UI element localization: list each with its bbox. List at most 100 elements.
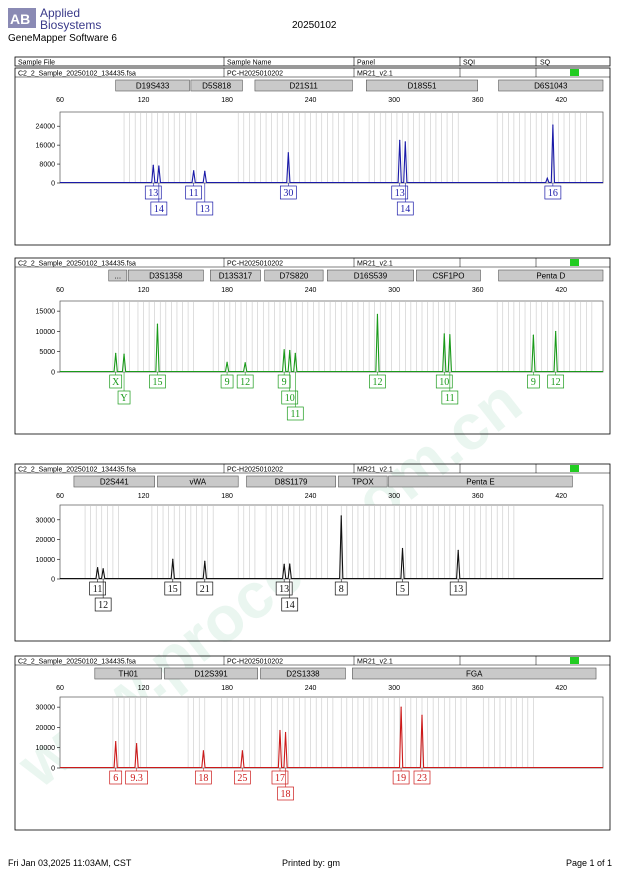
- peak-apex: [283, 563, 285, 565]
- allele-box[interactable]: [149, 374, 166, 389]
- marker-box[interactable]: [157, 475, 239, 488]
- allele-box[interactable]: [334, 581, 348, 596]
- marker-box[interactable]: [338, 475, 388, 488]
- allele-box[interactable]: [150, 201, 168, 216]
- col-sqi: SQI: [463, 60, 475, 67]
- x-tick-label: 180: [221, 97, 233, 104]
- allele-box[interactable]: [281, 597, 299, 612]
- marker-box[interactable]: [498, 269, 604, 282]
- allele-box[interactable]: [195, 770, 212, 785]
- marker-box[interactable]: [254, 79, 353, 92]
- y-tick-label: 5000: [39, 349, 55, 356]
- marker-label: TPOX: [352, 478, 374, 487]
- marker-box[interactable]: [210, 269, 261, 282]
- allele-box[interactable]: [109, 770, 123, 785]
- panel-frame: [14, 463, 611, 642]
- marker-box[interactable]: [127, 269, 204, 282]
- marker-label: D19S433: [136, 82, 170, 91]
- marker-box[interactable]: [190, 79, 243, 92]
- allele-label: 6: [113, 773, 118, 784]
- allele-label: 9: [282, 377, 287, 388]
- allele-box[interactable]: [275, 581, 293, 596]
- allele-box[interactable]: [89, 581, 106, 596]
- y-tick-label: 0: [51, 181, 55, 188]
- allele-box[interactable]: [236, 374, 254, 389]
- peak-apex: [532, 334, 534, 336]
- allele-box[interactable]: [544, 185, 562, 200]
- marker-box[interactable]: [246, 475, 336, 488]
- marker-box[interactable]: [115, 79, 190, 92]
- x-tick-label: 360: [472, 493, 484, 500]
- marker-box[interactable]: [164, 667, 259, 680]
- footer-page: Page 1 of 1: [566, 858, 612, 868]
- allele-box[interactable]: [369, 374, 386, 389]
- allele-box[interactable]: [196, 201, 214, 216]
- peak-apex: [226, 361, 228, 363]
- marker-box[interactable]: [327, 269, 414, 282]
- allele-box[interactable]: [94, 597, 112, 612]
- allele-box[interactable]: [435, 374, 453, 389]
- marker-box[interactable]: [260, 667, 346, 680]
- allele-box[interactable]: [196, 581, 214, 596]
- allele-box[interactable]: [441, 390, 459, 405]
- peak-apex: [401, 547, 404, 550]
- peak-apex: [399, 139, 401, 141]
- peak-apex: [400, 706, 402, 708]
- allele-box[interactable]: [527, 374, 540, 389]
- allele-label: 13: [395, 188, 405, 199]
- peak-apex: [283, 349, 285, 351]
- allele-box[interactable]: [547, 374, 565, 389]
- allele-box[interactable]: [286, 406, 304, 421]
- x-tick-label: 60: [56, 97, 64, 104]
- x-tick-label: 300: [388, 685, 400, 692]
- allele-box[interactable]: [279, 185, 297, 200]
- allele-box[interactable]: [449, 581, 467, 596]
- allele-box[interactable]: [125, 770, 148, 785]
- marker-box[interactable]: [352, 667, 597, 680]
- peak-apex: [244, 362, 246, 364]
- marker-box[interactable]: [498, 79, 604, 92]
- marker-label: D13S317: [219, 272, 253, 281]
- peak-apex: [457, 549, 459, 551]
- peak-apex: [241, 750, 243, 752]
- allele-box[interactable]: [271, 770, 289, 785]
- allele-box[interactable]: [396, 201, 414, 216]
- allele-box[interactable]: [396, 581, 409, 596]
- marker-box[interactable]: [73, 475, 155, 488]
- peak-apex: [135, 743, 138, 745]
- marker-box[interactable]: [416, 269, 481, 282]
- marker-box[interactable]: [366, 79, 478, 92]
- allele-label: 17: [275, 773, 285, 784]
- report-date: 20250102: [292, 20, 337, 31]
- allele-box[interactable]: [391, 185, 409, 200]
- x-tick-label: 120: [138, 287, 150, 294]
- allele-box[interactable]: [277, 374, 291, 389]
- allele-box[interactable]: [413, 770, 431, 785]
- footer-printed-by: Printed by: gm: [282, 858, 340, 868]
- peak-apex: [552, 124, 554, 126]
- peak-apex: [115, 352, 117, 354]
- sample-name-value: PC-H2025010202: [227, 261, 283, 268]
- plot-area: [59, 696, 604, 769]
- allele-box[interactable]: [234, 770, 251, 785]
- allele-box[interactable]: [109, 374, 123, 389]
- peak-apex: [123, 353, 125, 355]
- peak-apex: [546, 177, 548, 179]
- marker-box[interactable]: [388, 475, 573, 488]
- allele-box[interactable]: [164, 581, 182, 596]
- allele-box[interactable]: [277, 786, 294, 801]
- x-tick-label: 60: [56, 287, 64, 294]
- allele-box[interactable]: [281, 390, 299, 405]
- allele-box[interactable]: [117, 390, 131, 405]
- peak-apex: [204, 560, 206, 562]
- marker-label: D6S1043: [534, 82, 568, 91]
- allele-box[interactable]: [144, 185, 162, 200]
- marker-box[interactable]: [264, 269, 324, 282]
- marker-box[interactable]: [94, 667, 162, 680]
- allele-box[interactable]: [185, 185, 203, 200]
- allele-box[interactable]: [220, 374, 234, 389]
- allele-box[interactable]: [392, 770, 410, 785]
- panel-value: MR21_v2.1: [357, 71, 393, 78]
- marker-box[interactable]: [108, 269, 128, 282]
